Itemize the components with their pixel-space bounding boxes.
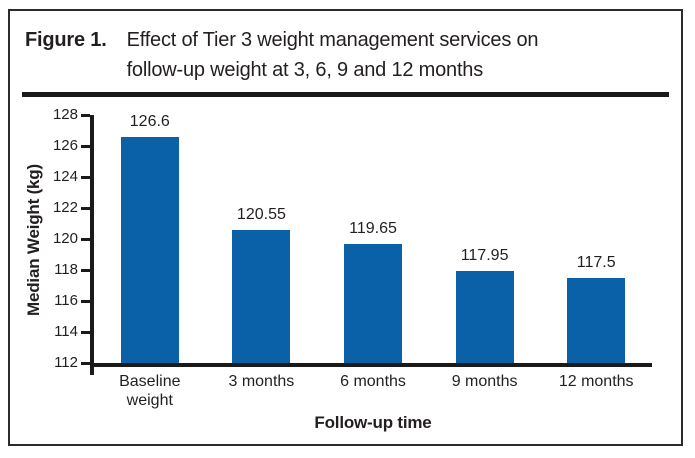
bar-value-label: 126.6: [129, 112, 170, 130]
x-axis-title: Follow-up time: [314, 413, 432, 432]
x-tick-label: 3 months: [228, 373, 295, 390]
bar-value-label: 117.5: [576, 253, 616, 271]
y-tick-label: 122: [52, 199, 78, 216]
x-tick-label: 12 months: [558, 373, 634, 390]
figure-card: Figure 1. Effect of Tier 3 weight manage…: [8, 9, 683, 446]
caption-divider: [22, 92, 669, 97]
y-tick-mark: [81, 269, 90, 272]
y-tick-label: 112: [54, 354, 78, 371]
bar: [344, 244, 402, 363]
x-tick-label: 9 months: [451, 373, 518, 390]
bar-value-label: 119.65: [349, 220, 397, 238]
bar-chart: Median Weight (kg) 128 126 124 122 120 118 116…: [10, 97, 681, 440]
y-tick-mark: [81, 114, 90, 117]
y-tick-label: 120: [52, 230, 78, 247]
y-tick-mark: [81, 176, 90, 179]
y-tick-label: 126: [52, 137, 78, 154]
y-axis-line: [90, 115, 94, 375]
bar: [120, 136, 179, 363]
y-tick-label: 128: [52, 106, 78, 123]
x-axis-line: [90, 363, 652, 367]
y-tick-mark: [81, 238, 90, 241]
x-tick-label: Baseline weight: [119, 373, 181, 409]
bar: [232, 230, 291, 363]
y-tick-mark: [81, 331, 90, 334]
figure-title-line2: follow-up weight at 3, 6, 9 and 12 month…: [126, 59, 484, 81]
y-tick-label: 118: [54, 261, 78, 278]
figure-number-label: Figure 1.: [25, 29, 107, 51]
figure-caption: Figure 1. Effect of Tier 3 weight manage…: [10, 11, 681, 85]
y-tick-mark: [81, 362, 90, 365]
y-tick-mark: [81, 300, 90, 303]
figure-title: Effect of Tier 3 weight management servi…: [127, 25, 539, 85]
x-tick-label: 6 months: [340, 373, 406, 390]
y-tick-label: 124: [52, 168, 78, 185]
y-tick-mark: [81, 145, 90, 148]
y-tick-label: 116: [54, 292, 78, 309]
figure-title-line1: Effect of Tier 3 weight management servi…: [126, 29, 539, 51]
bar-value-label: 120.55: [236, 206, 286, 224]
bar-value-label: 117.95: [460, 246, 509, 264]
bar: [567, 277, 626, 363]
y-tick-label: 114: [54, 323, 78, 340]
bar: [455, 270, 514, 363]
y-tick-mark: [81, 207, 90, 210]
